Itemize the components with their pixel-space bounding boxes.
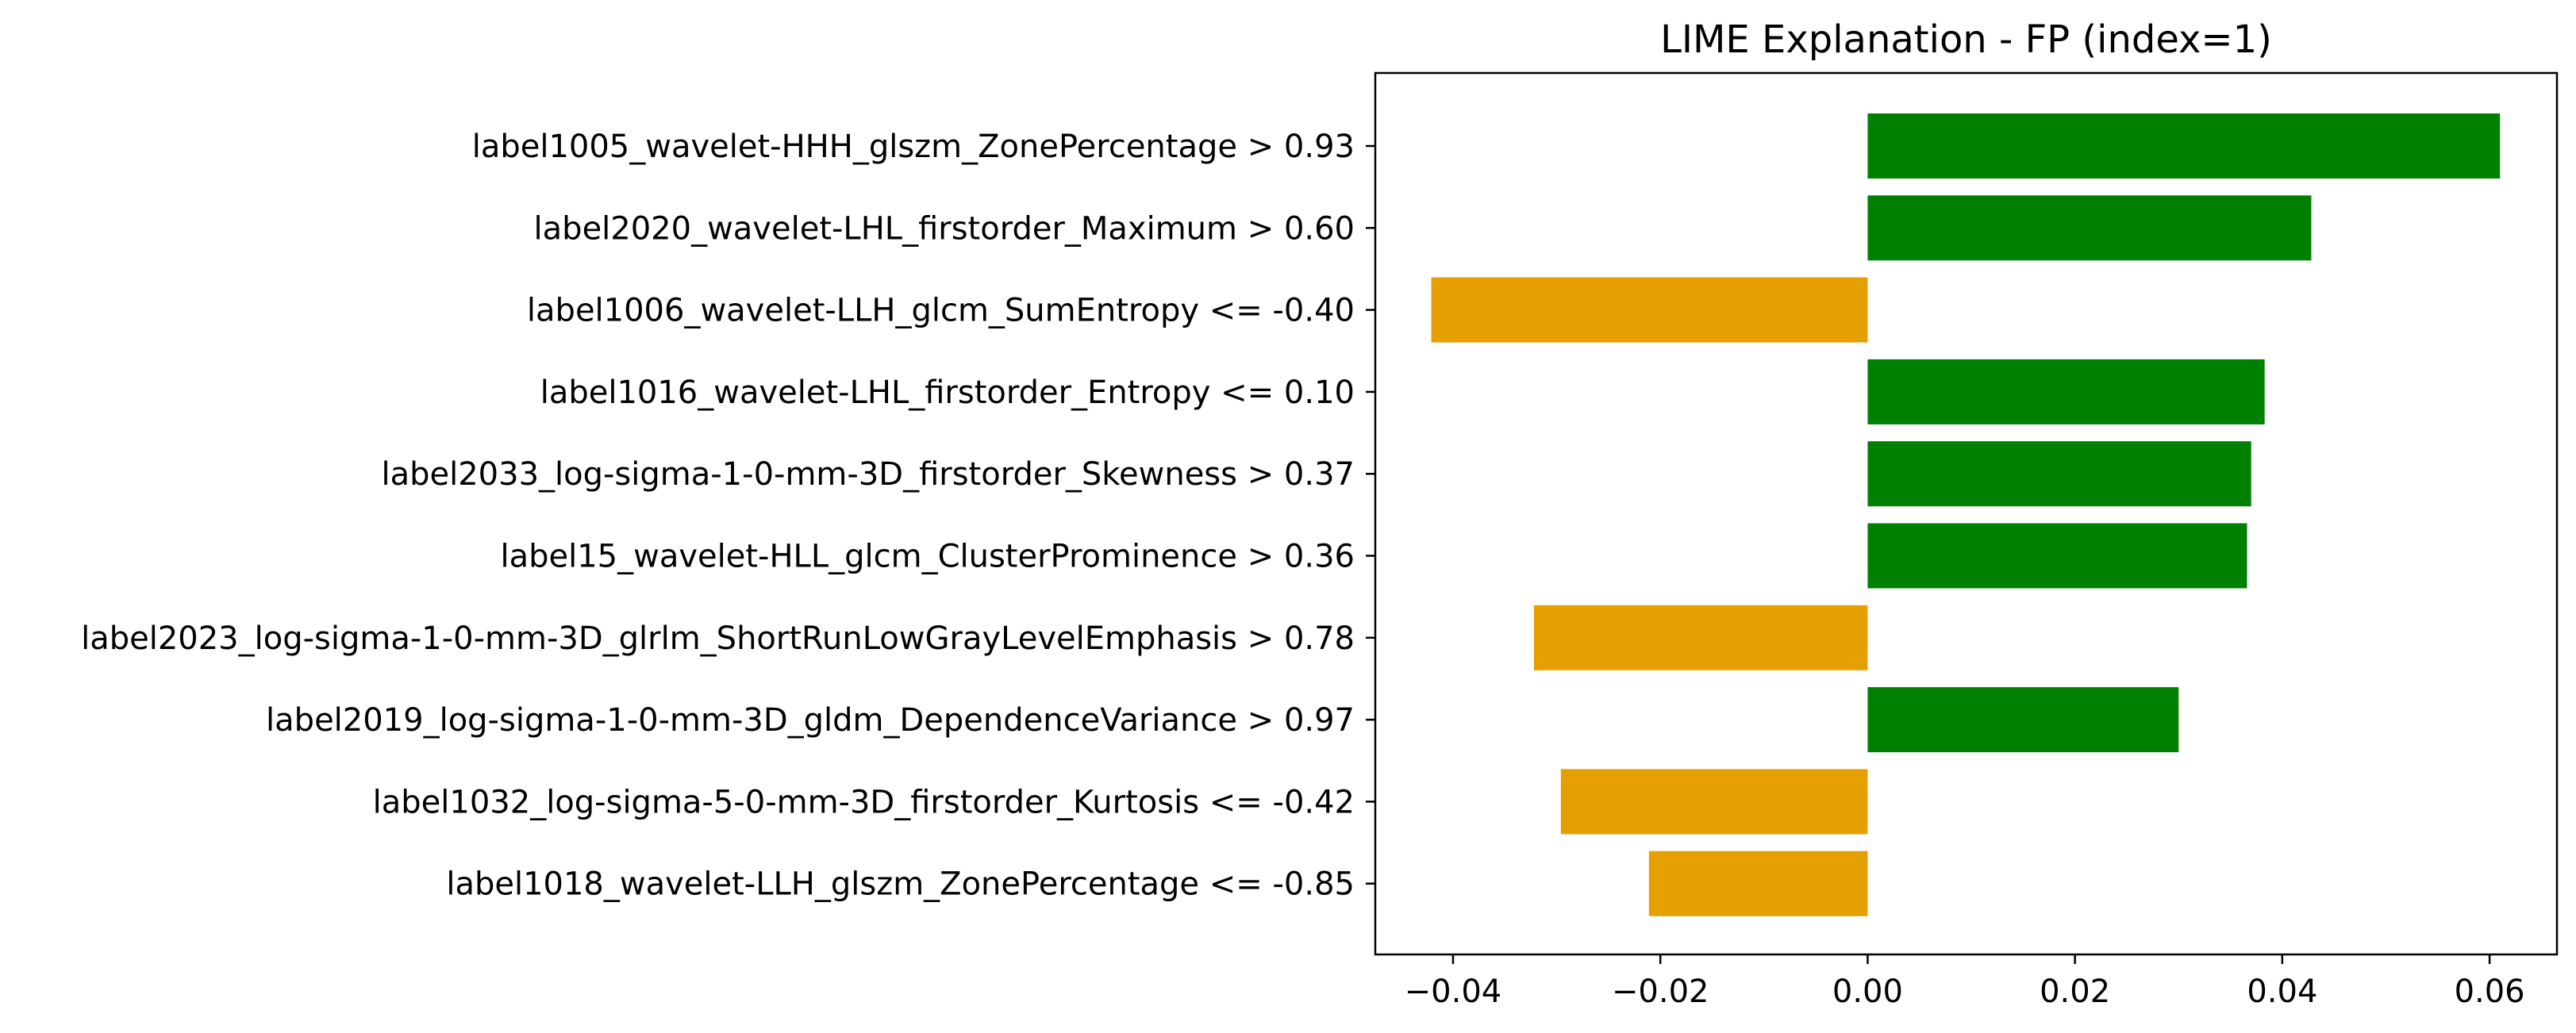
y-tick-label-5: label2033_log-sigma-1-0-mm-3D_firstorder… (381, 456, 1355, 493)
chart-title: LIME Explanation - FP (index=1) (1660, 17, 2272, 62)
bar-3 (1431, 277, 1868, 343)
y-tick-label-7: label2023_log-sigma-1-0-mm-3D_glrlm_Shor… (81, 620, 1355, 657)
x-tick-label-6: 0.06 (2455, 973, 2525, 1010)
y-tick-label-8: label2019_log-sigma-1-0-mm-3D_gldm_Depen… (266, 702, 1355, 739)
bar-10 (1648, 851, 1868, 916)
y-tick-label-6: label15_wavelet-HLL_glcm_ClusterProminen… (500, 539, 1355, 575)
bars-layer (1431, 113, 2501, 916)
x-tick-label-3: 0.00 (1832, 973, 1903, 1010)
x-tick-label-5: 0.04 (2247, 973, 2317, 1010)
x-axis: −0.04 −0.02 0.00 0.02 0.04 0.06 (1405, 954, 2525, 1010)
bar-5 (1867, 441, 2251, 507)
bar-4 (1867, 359, 2265, 424)
x-tick-label-4: 0.02 (2040, 973, 2110, 1010)
x-tick-label-1: −0.04 (1405, 973, 1502, 1010)
bar-9 (1560, 769, 1868, 835)
y-tick-label-1: label1005_wavelet-HHH_glszm_ZonePercenta… (472, 129, 1355, 165)
bar-2 (1867, 195, 2312, 261)
y-tick-label-3: label1006_wavelet-LLH_glcm_SumEntropy <=… (527, 293, 1355, 329)
plot-frame (1374, 71, 2559, 956)
y-axis: label1005_wavelet-HHH_glszm_ZonePercenta… (81, 129, 1375, 903)
bar-1 (1867, 113, 2501, 179)
y-tick-label-2: label2020_wavelet-LHL_firstorder_Maximum… (534, 210, 1355, 247)
y-tick-label-4: label1016_wavelet-LHL_firstorder_Entropy… (540, 374, 1355, 411)
x-tick-label-2: −0.02 (1612, 973, 1709, 1010)
bar-7 (1533, 605, 1868, 670)
bar-6 (1867, 523, 2247, 589)
y-tick-label-9: label1032_log-sigma-5-0-mm-3D_firstorder… (373, 784, 1355, 820)
bar-8 (1867, 687, 2179, 753)
y-tick-label-10: label1018_wavelet-LLH_glszm_ZonePercenta… (446, 866, 1355, 903)
